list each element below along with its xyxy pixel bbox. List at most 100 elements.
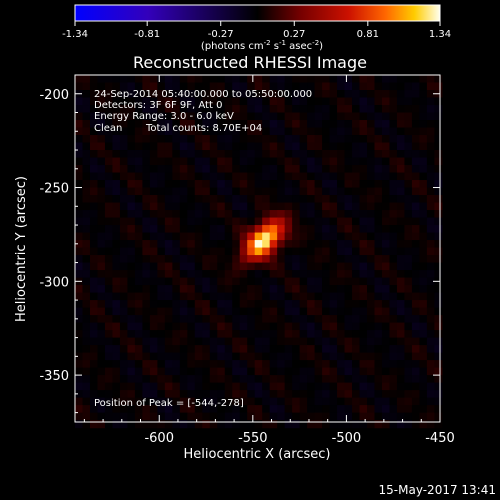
heatmap-cell (89, 405, 99, 414)
heatmap-cell (329, 172, 338, 181)
heatmap-cell (284, 180, 293, 189)
heatmap-cell (97, 367, 106, 376)
heatmap-cell (277, 217, 286, 226)
heatmap-cell (322, 397, 331, 406)
heatmap-cell (284, 270, 293, 279)
heatmap-cell (247, 172, 256, 181)
heatmap-cell (299, 382, 308, 391)
heatmap-cell (164, 180, 173, 189)
heatmap-cell (89, 135, 99, 144)
heatmap-cell (314, 187, 323, 196)
heatmap-cell (157, 390, 166, 399)
heatmap-cell (202, 255, 211, 264)
heatmap-cell (157, 367, 166, 376)
heatmap-cell (284, 255, 293, 264)
heatmap-cell (112, 255, 121, 264)
heatmap-cell (269, 75, 278, 84)
heatmap-cell (419, 285, 428, 294)
heatmap-cell (217, 330, 226, 339)
heatmap-cell (322, 202, 331, 211)
heatmap-cell (299, 217, 308, 226)
heatmap-cell (89, 210, 99, 219)
heatmap-cell (164, 330, 173, 339)
heatmap-cell (247, 420, 256, 429)
heatmap-cell (269, 300, 278, 309)
heatmap-cell (164, 105, 173, 114)
heatmap-cell (187, 375, 196, 384)
heatmap-cell (277, 210, 286, 219)
heatmap-cell (134, 382, 143, 391)
heatmap-cell (389, 277, 398, 286)
heatmap-cell (164, 345, 173, 354)
heatmap-cell (374, 270, 383, 279)
heatmap-cell (426, 382, 435, 391)
heatmap-cell (97, 105, 106, 114)
heatmap-cell (404, 97, 413, 106)
heatmap-cell (75, 397, 84, 406)
heatmap-cell (269, 105, 278, 114)
heatmap-cell (389, 127, 398, 136)
heatmap-cell (254, 75, 263, 84)
heatmap-cell (314, 180, 323, 189)
heatmap-cell (75, 195, 84, 204)
heatmap-cell (404, 247, 413, 256)
heatmap-cell (307, 127, 316, 136)
heatmap-cell (89, 157, 99, 166)
heatmap-cell (224, 352, 233, 361)
heatmap-cell (389, 390, 398, 399)
heatmap-cell (149, 157, 158, 166)
heatmap-cell (157, 345, 166, 354)
heatmap-cell (149, 375, 158, 384)
heatmap-cell (404, 202, 413, 211)
heatmap-cell (254, 315, 263, 324)
heatmap-cell (239, 322, 248, 331)
heatmap-cell (89, 202, 99, 211)
heatmap-cell (254, 247, 263, 256)
heatmap-cell (224, 195, 233, 204)
heatmap-cell (142, 127, 151, 136)
heatmap-cell (359, 97, 368, 106)
heatmap-cell (434, 285, 443, 294)
heatmap-cell (419, 165, 428, 174)
heatmap-cell (329, 360, 338, 369)
heatmap-cell (217, 382, 226, 391)
heatmap-cell (262, 337, 271, 346)
heatmap-cell (314, 382, 323, 391)
heatmap-cell (104, 367, 114, 376)
heatmap-cell (367, 225, 376, 234)
heatmap-cell (374, 345, 383, 354)
heatmap-cell (367, 322, 376, 331)
heatmap-cell (112, 105, 121, 114)
heatmap-cell (224, 382, 233, 391)
heatmap-cell (157, 270, 166, 279)
heatmap-cell (426, 202, 435, 211)
heatmap-cell (374, 397, 383, 406)
heatmap-cell (89, 172, 99, 181)
heatmap-cell (89, 412, 99, 421)
heatmap-cell (217, 172, 226, 181)
heatmap-cell (314, 315, 323, 324)
heatmap-cell (389, 315, 398, 324)
heatmap-cell (164, 420, 173, 429)
heatmap-cell (202, 247, 211, 256)
heatmap-cell (127, 82, 136, 91)
heatmap-cell (127, 180, 136, 189)
heatmap-cell (149, 270, 158, 279)
heatmap-cell (434, 360, 443, 369)
heatmap-cell (202, 187, 211, 196)
heatmap-cell (419, 345, 428, 354)
heatmap-cell (269, 360, 278, 369)
x-axis: -600 -550 -500 -450 (83, 75, 455, 446)
heatmap-cell (217, 337, 226, 346)
heatmap-cell (172, 292, 181, 301)
heatmap-cell (97, 247, 106, 256)
heatmap-cell (292, 420, 301, 429)
heatmap-cell (127, 337, 136, 346)
heatmap-cell (329, 300, 338, 309)
heatmap-cell (307, 105, 316, 114)
heatmap-cell (157, 322, 166, 331)
heatmap-cell (209, 322, 218, 331)
heatmap-cell (202, 142, 211, 151)
heatmap-cell (411, 412, 421, 421)
heatmap-cell (239, 202, 248, 211)
